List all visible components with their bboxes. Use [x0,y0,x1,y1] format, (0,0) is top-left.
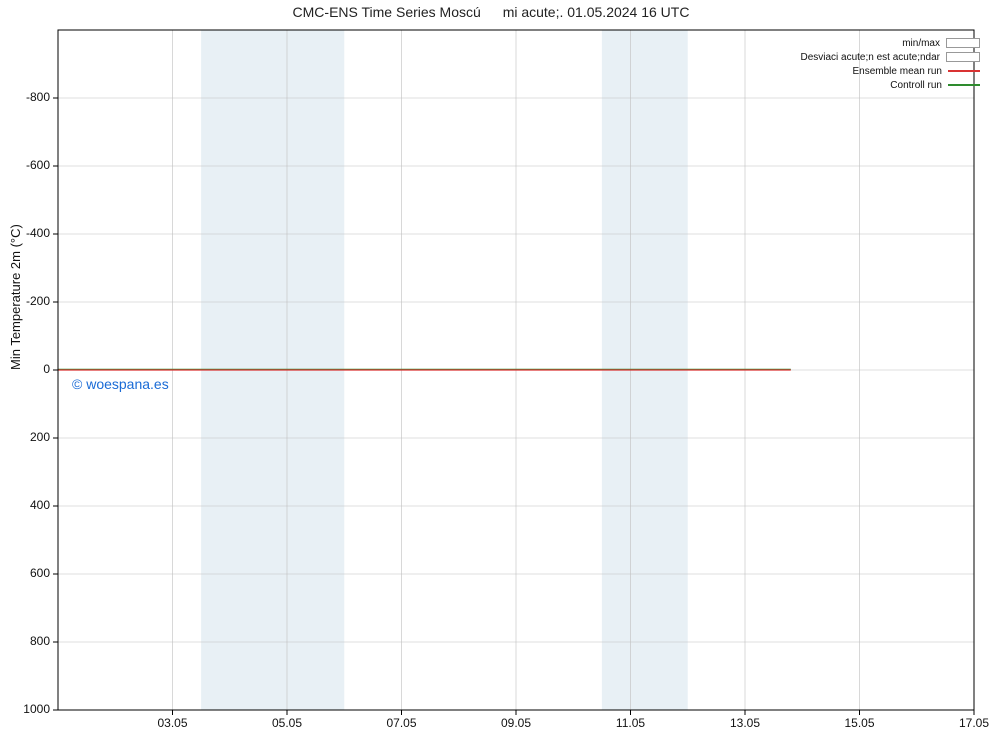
legend-swatch [946,52,980,62]
y-tick-label: -600 [10,158,50,172]
y-tick-label: -800 [10,90,50,104]
x-tick-label: 17.05 [959,716,989,730]
watermark: © woespana.es [72,376,169,392]
legend-item: Controll run [800,78,980,92]
x-tick-label: 03.05 [157,716,187,730]
x-tick-label: 09.05 [501,716,531,730]
y-tick-label: 800 [10,634,50,648]
legend-label: Controll run [890,80,942,91]
x-tick-label: 13.05 [730,716,760,730]
chart-plot [0,0,1000,733]
chart-container: CMC-ENS Time Series Moscú mi acute;. 01.… [0,0,1000,733]
legend-item: Ensemble mean run [800,64,980,78]
legend-swatch [946,38,980,48]
y-tick-label: -400 [10,226,50,240]
legend: min/max Desviaci acute;n est acute;ndar En… [800,36,980,92]
y-tick-label: 400 [10,498,50,512]
x-tick-label: 07.05 [386,716,416,730]
legend-label: Ensemble mean run [853,66,943,77]
y-tick-label: 1000 [10,702,50,716]
legend-item: min/max [800,36,980,50]
x-tick-label: 05.05 [272,716,302,730]
legend-label: Desviaci acute;n est acute;ndar [800,52,940,63]
legend-item: Desviaci acute;n est acute;ndar [800,50,980,64]
y-tick-label: -200 [10,294,50,308]
legend-swatch [948,70,980,72]
x-tick-label: 11.05 [616,716,645,730]
y-tick-label: 0 [10,362,50,376]
y-tick-label: 600 [10,566,50,580]
legend-swatch [948,84,980,86]
y-tick-label: 200 [10,430,50,444]
legend-label: min/max [902,38,940,49]
x-tick-label: 15.05 [844,716,874,730]
